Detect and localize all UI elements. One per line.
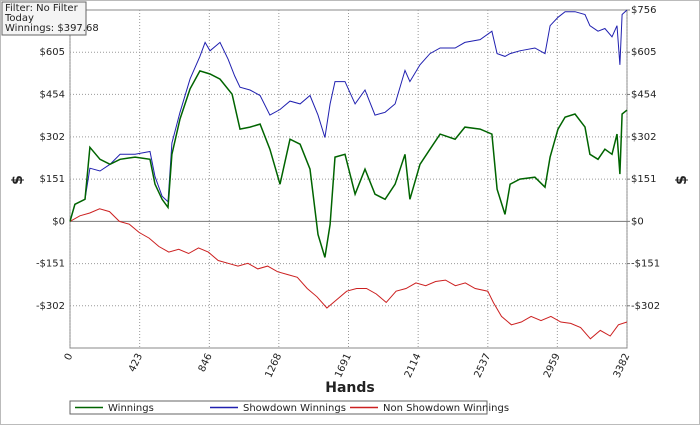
- y2-tick-label: $302: [631, 132, 656, 143]
- y2-tick-label: $605: [631, 47, 656, 58]
- series-line: [69, 208, 628, 340]
- info-text: Winnings: $397.68: [5, 23, 99, 34]
- y2-tick-label: -$302: [631, 301, 660, 312]
- legend-label: Non Showdown Winnings: [383, 403, 509, 414]
- x-tick-label: 0: [63, 352, 76, 362]
- y-tick-label: $302: [40, 132, 65, 143]
- legend: [69, 400, 488, 415]
- y2-tick-label: $0: [631, 216, 644, 227]
- y-tick-label: $454: [40, 89, 65, 100]
- y2-tick-label: $454: [631, 89, 656, 100]
- series-line: [69, 70, 628, 258]
- y-tick-label: $0: [52, 216, 65, 227]
- y2-tick-label: -$151: [631, 259, 660, 270]
- legend-label: Winnings: [108, 403, 154, 414]
- y-tick-label: $605: [40, 47, 65, 58]
- x-axis-label: Hands: [325, 380, 375, 396]
- y-tick-label: -$302: [36, 301, 65, 312]
- y2-tick-label: $756: [631, 5, 656, 16]
- y2-tick-label: $151: [631, 174, 656, 185]
- info-box: [1, 1, 87, 36]
- y-axis-label: $: [10, 175, 26, 185]
- y-tick-label: -$151: [36, 259, 65, 270]
- info-text: Filter: No Filter: [5, 3, 79, 14]
- legend-label: Showdown Winnings: [243, 403, 346, 414]
- y-tick-label: $151: [40, 174, 65, 185]
- info-text: Today: [4, 13, 34, 24]
- y2-axis-label: $: [674, 175, 690, 185]
